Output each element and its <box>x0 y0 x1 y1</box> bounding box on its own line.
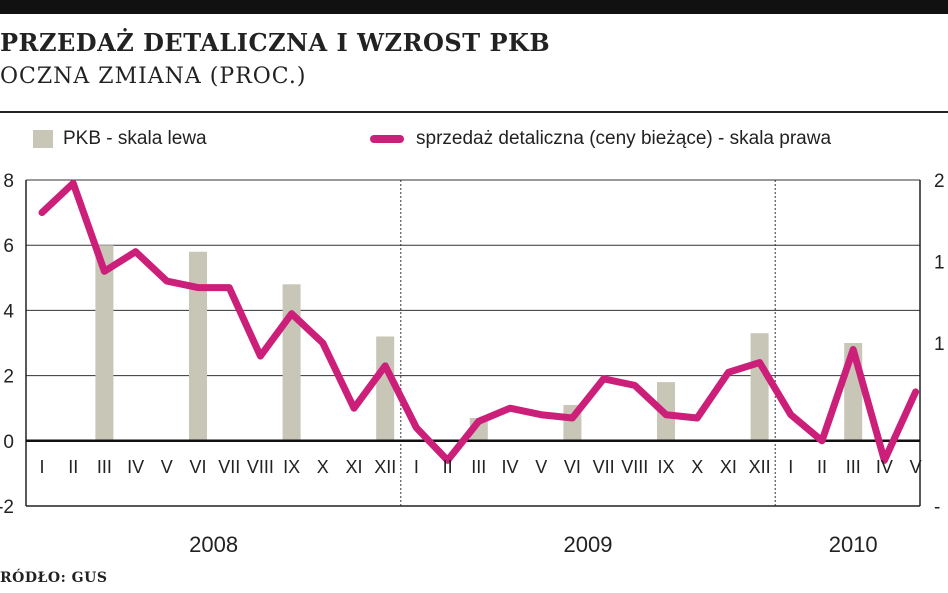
month-label: VIII <box>247 457 274 477</box>
month-label: IV <box>876 457 893 477</box>
month-label: IX <box>657 457 674 477</box>
legend-line-swatch <box>370 135 404 143</box>
top-bar <box>0 0 948 14</box>
month-label: I <box>788 457 793 477</box>
month-label: XII <box>374 457 396 477</box>
month-label: III <box>471 457 486 477</box>
left-tick-label: 8 <box>3 171 14 192</box>
left-tick-label: 0 <box>3 432 14 453</box>
year-label: 2009 <box>564 532 613 557</box>
month-label: XI <box>720 457 737 477</box>
year-label: 2008 <box>189 532 238 557</box>
right-tick-label: 1 <box>934 253 945 274</box>
month-label: X <box>317 457 329 477</box>
month-label: IV <box>127 457 144 477</box>
month-label: III <box>846 457 861 477</box>
source-note: ródło: GUS <box>0 570 108 586</box>
month-label: X <box>691 457 703 477</box>
month-label: VIII <box>621 457 648 477</box>
month-label: III <box>97 457 112 477</box>
pkb-bar <box>376 336 395 441</box>
right-tick-label: 2 <box>934 171 945 192</box>
pkb-bar <box>189 251 207 441</box>
pkb-bar <box>282 284 301 441</box>
left-tick-label: 6 <box>3 236 14 257</box>
retail-sales-line <box>38 179 920 464</box>
month-label: V <box>910 457 922 477</box>
month-label: II <box>443 457 453 477</box>
legend-line-label: sprzedaż detaliczna (ceny bieżące) - ska… <box>416 128 832 149</box>
month-label: II <box>817 457 827 477</box>
year-label: 2010 <box>829 532 878 557</box>
month-label: XII <box>749 457 771 477</box>
chart-title: przedaż detaliczna i wzrost PKB <box>0 28 551 57</box>
pkb-bar <box>95 245 114 441</box>
legend-bar-swatch <box>33 130 53 148</box>
month-label: XI <box>345 457 362 477</box>
left-tick-label: 4 <box>3 301 14 322</box>
month-label: VII <box>218 457 240 477</box>
header-rule <box>0 111 948 113</box>
legend-bars-label: PKB - skala lewa <box>63 128 207 149</box>
month-label: I <box>414 457 419 477</box>
left-tick-label: -2 <box>0 497 14 518</box>
legend-bars: PKB - skala lewa <box>33 126 207 152</box>
right-tick-label: - <box>934 497 940 518</box>
month-label: II <box>68 457 78 477</box>
month-label: IX <box>283 457 300 477</box>
month-label: VI <box>189 457 206 477</box>
month-label: VI <box>564 457 581 477</box>
month-label: V <box>161 457 173 477</box>
month-label: IV <box>501 457 518 477</box>
right-tick-label: 1 <box>934 334 945 355</box>
month-label: VII <box>593 457 615 477</box>
left-tick-label: 2 <box>3 367 14 388</box>
month-label: V <box>535 457 547 477</box>
legend-line: sprzedaż detaliczna (ceny bieżące) - ska… <box>370 126 831 152</box>
chart-subtitle: oczna zmiana (proc.) <box>0 64 307 89</box>
pkb-bar <box>750 333 769 441</box>
month-label: I <box>39 457 44 477</box>
